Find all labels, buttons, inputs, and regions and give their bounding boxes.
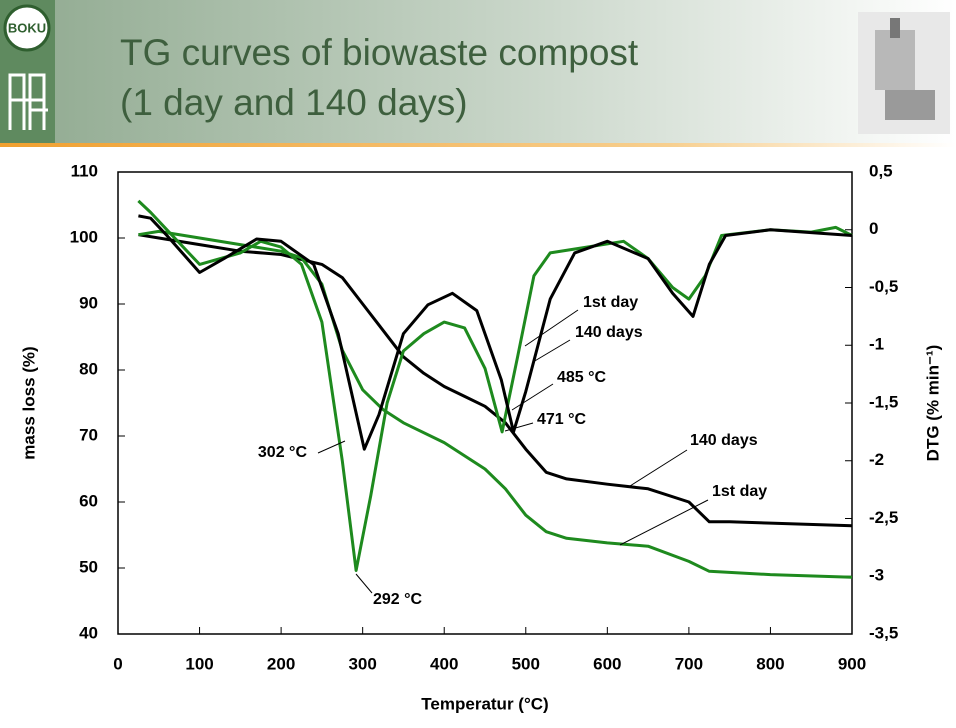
y-tick-label: 40 (79, 623, 98, 642)
data-line (138, 214, 853, 451)
series-label: 1st day (583, 294, 638, 311)
y2-tick-label: -1,5 (869, 392, 898, 411)
header-rule (0, 143, 956, 147)
y2-tick-label: -3 (869, 566, 884, 585)
y-tick-label: 50 (79, 557, 98, 576)
y-tick-label: 110 (71, 161, 98, 180)
annotation: 292 °C (373, 591, 423, 608)
data-line (137, 199, 853, 572)
title-line: (1 day and 140 days) (120, 82, 468, 123)
x-tick-label: 500 (512, 654, 540, 673)
y-tick-label: 90 (79, 293, 98, 312)
y2-tick-label: -2 (869, 450, 884, 469)
x-tick-label: 800 (756, 654, 784, 673)
y2-tick-label: -3,5 (869, 623, 898, 642)
annotation: 302 °C (258, 444, 308, 461)
y-tick-label: 80 (79, 359, 98, 378)
series-label: 1st day (712, 483, 767, 500)
y2-tick-label: 0,5 (869, 161, 893, 180)
y2-axis-title: DTG (% min⁻¹) (923, 345, 942, 462)
x-tick-label: 400 (430, 654, 458, 673)
x-tick-label: 600 (593, 654, 621, 673)
series-label: 140 days (575, 324, 643, 341)
leader-line (619, 499, 709, 546)
y-tick-label: 100 (70, 227, 98, 246)
y-tick-label: 70 (79, 425, 98, 444)
y2-tick-label: -2,5 (869, 508, 898, 527)
leader-line (511, 383, 554, 411)
x-tick-label: 700 (675, 654, 703, 673)
instrument-photo (858, 12, 950, 134)
y-axis-title: mass loss (%) (19, 346, 38, 459)
title-line: TG curves of biowaste compost (120, 32, 639, 73)
leader-line (355, 573, 373, 594)
y2-tick-label: -0,5 (869, 277, 898, 296)
annotation: 485 °C (557, 369, 607, 386)
x-tick-label: 900 (838, 654, 866, 673)
annotation: 471 °C (537, 411, 587, 428)
data-line (138, 233, 853, 528)
x-tick-label: 300 (348, 654, 376, 673)
x-tick-label: 200 (267, 654, 295, 673)
x-axis-title: Temperatur (°C) (421, 694, 548, 713)
y2-tick-label: -1 (869, 335, 884, 354)
data-line (138, 229, 853, 579)
y2-tick-label: 0 (869, 219, 878, 238)
x-tick-label: 100 (185, 654, 213, 673)
leader-line (524, 309, 579, 347)
series-label: 140 days (690, 432, 758, 449)
leader-line (317, 440, 346, 454)
logo-text: BOKU (8, 20, 46, 35)
logo-circle (3, 4, 51, 52)
header-band (0, 0, 956, 143)
leader-line (532, 339, 571, 363)
logo-mark (8, 73, 48, 130)
leader-line (504, 422, 534, 432)
y-tick-label: 60 (79, 491, 98, 510)
leader-line (629, 449, 688, 487)
x-tick-label: 0 (113, 654, 122, 673)
